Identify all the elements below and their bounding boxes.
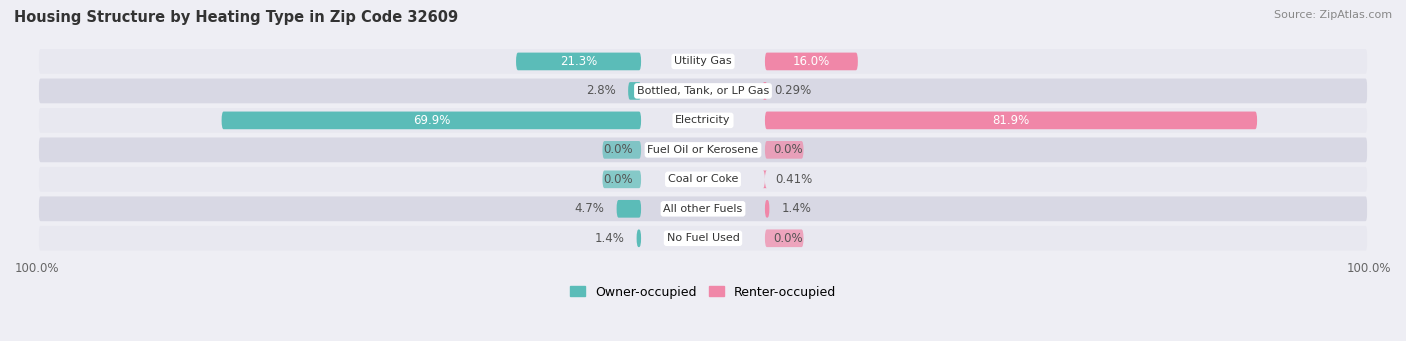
FancyBboxPatch shape [765, 141, 803, 159]
FancyBboxPatch shape [765, 229, 803, 247]
Text: 0.0%: 0.0% [773, 232, 803, 245]
Text: Coal or Coke: Coal or Coke [668, 174, 738, 184]
Legend: Owner-occupied, Renter-occupied: Owner-occupied, Renter-occupied [569, 285, 837, 298]
FancyBboxPatch shape [637, 229, 641, 247]
FancyBboxPatch shape [39, 167, 1367, 192]
Text: 81.9%: 81.9% [993, 114, 1029, 127]
FancyBboxPatch shape [222, 112, 641, 129]
Text: 0.0%: 0.0% [603, 173, 633, 186]
FancyBboxPatch shape [39, 78, 1367, 103]
Text: 16.0%: 16.0% [793, 55, 830, 68]
FancyBboxPatch shape [603, 170, 641, 188]
FancyBboxPatch shape [763, 82, 766, 100]
Text: 1.4%: 1.4% [595, 232, 624, 245]
Text: Utility Gas: Utility Gas [675, 57, 731, 66]
FancyBboxPatch shape [39, 108, 1367, 133]
FancyBboxPatch shape [39, 137, 1367, 162]
FancyBboxPatch shape [765, 200, 769, 218]
FancyBboxPatch shape [617, 200, 641, 218]
FancyBboxPatch shape [39, 196, 1367, 221]
FancyBboxPatch shape [603, 141, 641, 159]
FancyBboxPatch shape [763, 170, 766, 188]
Text: 21.3%: 21.3% [560, 55, 598, 68]
Text: 2.8%: 2.8% [586, 85, 616, 98]
Text: 69.9%: 69.9% [412, 114, 450, 127]
Text: 0.0%: 0.0% [603, 143, 633, 157]
Text: Electricity: Electricity [675, 115, 731, 125]
Text: Housing Structure by Heating Type in Zip Code 32609: Housing Structure by Heating Type in Zip… [14, 10, 458, 25]
Text: 0.41%: 0.41% [775, 173, 813, 186]
Text: Fuel Oil or Kerosene: Fuel Oil or Kerosene [647, 145, 759, 155]
Text: All other Fuels: All other Fuels [664, 204, 742, 214]
Text: Source: ZipAtlas.com: Source: ZipAtlas.com [1274, 10, 1392, 20]
Text: Bottled, Tank, or LP Gas: Bottled, Tank, or LP Gas [637, 86, 769, 96]
Text: No Fuel Used: No Fuel Used [666, 233, 740, 243]
Text: 1.4%: 1.4% [782, 202, 811, 215]
Text: 0.29%: 0.29% [775, 85, 811, 98]
FancyBboxPatch shape [765, 112, 1257, 129]
FancyBboxPatch shape [39, 226, 1367, 251]
FancyBboxPatch shape [39, 49, 1367, 74]
Text: 0.0%: 0.0% [773, 143, 803, 157]
FancyBboxPatch shape [765, 53, 858, 70]
Text: 4.7%: 4.7% [575, 202, 605, 215]
FancyBboxPatch shape [628, 82, 641, 100]
FancyBboxPatch shape [516, 53, 641, 70]
